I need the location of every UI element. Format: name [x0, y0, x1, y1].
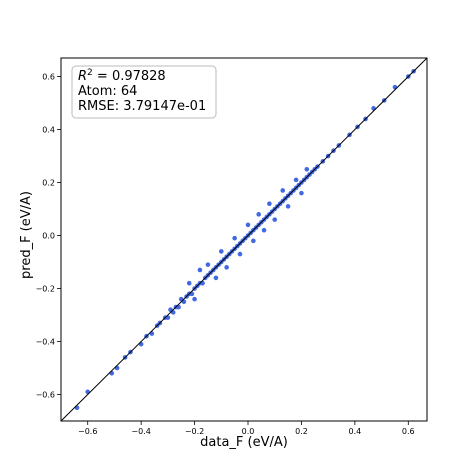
r2-superscript: 2: [87, 68, 93, 78]
x-tick-label: −0.6: [78, 427, 97, 436]
stats-box-frame: [71, 65, 217, 119]
data-point: [280, 188, 286, 193]
y-tick-label: 0.6: [42, 73, 55, 82]
data-point: [205, 262, 211, 267]
x-tick-label: 0.4: [349, 427, 362, 436]
data-point: [186, 280, 192, 286]
x-tick-label: −0.2: [185, 427, 204, 436]
x-tick-label: 0.0: [242, 427, 255, 436]
data-point: [224, 265, 229, 270]
data-point: [293, 177, 299, 183]
x-axis-ticks: −0.6 −0.4 −0.2 0.0 0.2 0.4 0.6: [78, 421, 415, 436]
x-tick-label: 0.6: [402, 427, 415, 436]
x-axis-label: data_F (eV/A): [200, 435, 288, 450]
atom-count: Atom: 64: [78, 84, 137, 99]
y-tick-label: −0.6: [36, 391, 55, 400]
y-tick-label: −0.2: [36, 285, 55, 294]
x-tick-label: 0.2: [295, 427, 308, 436]
plot-frame: [60, 57, 428, 422]
rmse-stat: RMSE: 3.79147e-01: [78, 99, 206, 114]
y-axis-ticks: −0.6 −0.4 −0.2 0.0 0.2 0.4 0.6: [36, 73, 61, 400]
data-point: [304, 166, 310, 172]
y-tick-label: 0.4: [42, 126, 55, 135]
data-point: [192, 296, 197, 302]
identity-reference-line: [60, 57, 428, 422]
y-axis-label: pred_F (eV/A): [19, 191, 34, 279]
data-point: [267, 201, 272, 207]
x-tick-label: −0.4: [131, 427, 150, 436]
y-tick-label: 0.2: [42, 179, 55, 188]
data-point: [232, 235, 237, 241]
data-point: [213, 275, 219, 281]
data-point: [272, 217, 278, 222]
r2-stat: R2 = 0.97828: [78, 68, 166, 84]
data-point: [299, 190, 304, 196]
data-point: [285, 204, 291, 209]
data-point: [197, 267, 203, 273]
y-tick-label: −0.4: [36, 338, 55, 347]
data-point: [237, 251, 243, 257]
r2-symbol: R: [78, 69, 87, 84]
r2-value: = 0.97828: [93, 69, 166, 84]
stats-annotation-box: R2 = 0.97828 Atom: 64 RMSE: 3.79147e-01: [71, 65, 217, 119]
y-tick-label: 0.0: [42, 232, 55, 241]
data-point: [251, 238, 256, 244]
data-point: [218, 249, 224, 254]
data-point: [245, 222, 251, 228]
data-point: [261, 227, 267, 233]
data-point: [256, 212, 261, 217]
